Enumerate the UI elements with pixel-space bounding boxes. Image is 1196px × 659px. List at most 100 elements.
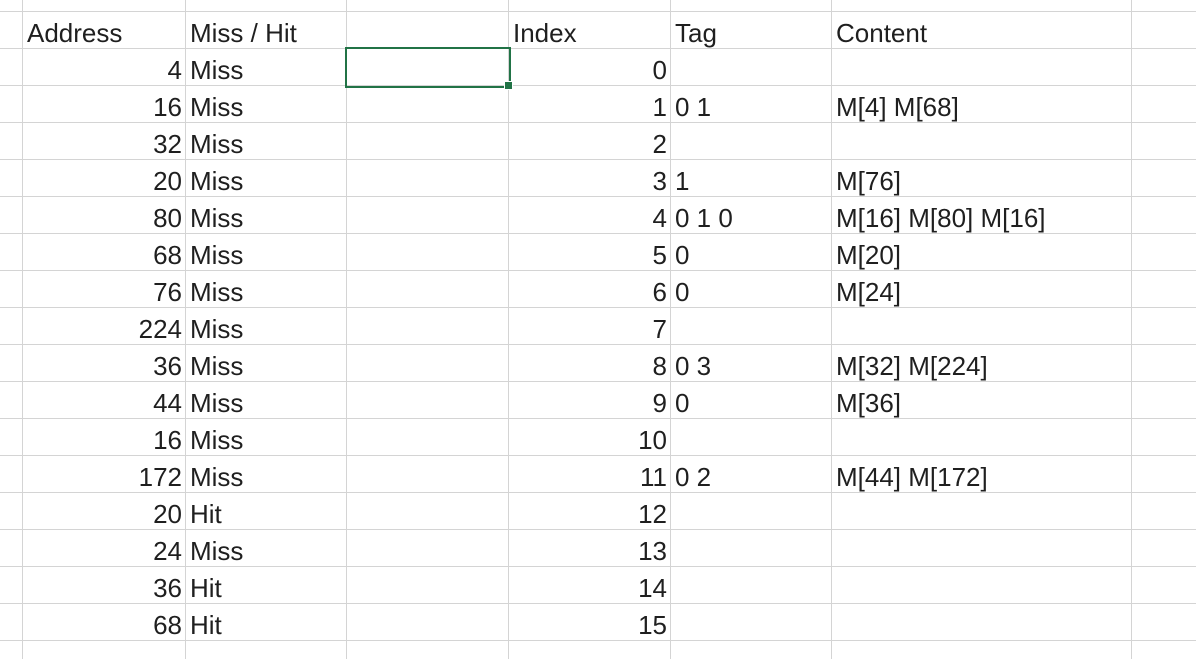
header-index[interactable]: Index [513, 18, 577, 48]
miss-hit-cell[interactable]: Miss [190, 536, 244, 566]
gridline-horizontal [0, 48, 1196, 49]
tag-cell[interactable]: 0 [675, 388, 690, 418]
miss-hit-cell[interactable]: Miss [190, 314, 244, 344]
address-cell[interactable]: 68 [153, 610, 182, 640]
miss-hit-cell[interactable]: Miss [190, 277, 244, 307]
miss-hit-cell[interactable]: Miss [190, 203, 244, 233]
address-cell[interactable]: 224 [138, 314, 182, 344]
index-cell[interactable]: 15 [638, 610, 667, 640]
tag-cell[interactable]: 1 [675, 166, 690, 196]
address-cell[interactable]: 20 [153, 499, 182, 529]
content-cell[interactable]: M[16] M[80] M[16] [836, 203, 1046, 233]
header-content[interactable]: Content [836, 18, 928, 48]
index-cell[interactable]: 14 [638, 573, 667, 603]
index-cell[interactable]: 5 [652, 240, 667, 270]
address-cell[interactable]: 68 [153, 240, 182, 270]
address-cell[interactable]: 20 [153, 166, 182, 196]
address-cell[interactable]: 44 [153, 388, 182, 418]
address-cell[interactable]: 16 [153, 425, 182, 455]
content-cell[interactable]: M[76] [836, 166, 902, 196]
header-address[interactable]: Address [27, 18, 123, 48]
gridline-horizontal [0, 11, 1196, 12]
address-cell[interactable]: 76 [153, 277, 182, 307]
index-cell[interactable]: 9 [652, 388, 667, 418]
selected-cell[interactable] [345, 47, 511, 88]
miss-hit-cell[interactable]: Miss [190, 388, 244, 418]
tag-cell[interactable] [671, 126, 831, 162]
address-cell[interactable]: 36 [153, 573, 182, 603]
index-cell[interactable]: 10 [638, 425, 667, 455]
index-cell[interactable]: 0 [652, 55, 667, 85]
miss-hit-cell[interactable]: Hit [190, 573, 222, 603]
index-cell[interactable]: 3 [652, 166, 667, 196]
tag-cell[interactable] [671, 570, 831, 606]
tag-cell[interactable]: 0 2 [675, 462, 712, 492]
miss-hit-cell[interactable]: Miss [190, 55, 244, 85]
gridline-horizontal [0, 307, 1196, 308]
index-cell[interactable]: 4 [652, 203, 667, 233]
content-cell[interactable] [832, 422, 1131, 458]
address-cell[interactable]: 24 [153, 536, 182, 566]
miss-hit-cell[interactable]: Miss [190, 425, 244, 455]
content-cell[interactable]: M[20] [836, 240, 902, 270]
gridline-vertical [22, 0, 23, 659]
content-cell[interactable]: M[24] [836, 277, 902, 307]
miss-hit-cell[interactable]: Miss [190, 240, 244, 270]
gridline-horizontal [0, 455, 1196, 456]
content-cell[interactable]: M[32] M[224] [836, 351, 988, 381]
address-cell[interactable]: 32 [153, 129, 182, 159]
address-cell[interactable]: 16 [153, 92, 182, 122]
gridline-horizontal [0, 270, 1196, 271]
miss-hit-cell[interactable]: Miss [190, 129, 244, 159]
miss-hit-cell[interactable]: Miss [190, 166, 244, 196]
content-cell[interactable]: M[36] [836, 388, 902, 418]
address-cell[interactable]: 80 [153, 203, 182, 233]
tag-cell[interactable]: 0 [675, 240, 690, 270]
tag-cell[interactable] [671, 496, 831, 532]
index-cell[interactable]: 8 [652, 351, 667, 381]
tag-cell[interactable]: 0 1 [675, 92, 712, 122]
tag-cell[interactable] [671, 533, 831, 569]
tag-cell[interactable] [671, 52, 831, 88]
content-cell[interactable] [832, 533, 1131, 569]
content-cell[interactable] [832, 52, 1131, 88]
gridline-horizontal [0, 381, 1196, 382]
miss-hit-cell[interactable]: Hit [190, 499, 222, 529]
address-cell[interactable]: 4 [167, 55, 182, 85]
tag-cell[interactable]: 0 3 [675, 351, 712, 381]
address-cell[interactable]: 36 [153, 351, 182, 381]
miss-hit-cell[interactable]: Miss [190, 92, 244, 122]
header-tag[interactable]: Tag [675, 18, 717, 48]
index-cell[interactable]: 6 [652, 277, 667, 307]
fill-handle[interactable] [504, 81, 513, 90]
index-cell[interactable]: 1 [652, 92, 667, 122]
miss-hit-cell[interactable]: Hit [190, 610, 222, 640]
content-cell[interactable] [832, 496, 1131, 532]
gridline-horizontal [0, 122, 1196, 123]
index-cell[interactable]: 12 [638, 499, 667, 529]
index-cell[interactable]: 11 [640, 462, 667, 492]
content-cell[interactable] [832, 607, 1131, 643]
tag-cell[interactable]: 0 [675, 277, 690, 307]
index-cell[interactable]: 13 [638, 536, 667, 566]
content-cell[interactable]: M[4] M[68] [836, 92, 959, 122]
tag-cell[interactable] [671, 607, 831, 643]
tag-cell[interactable]: 0 1 0 [675, 203, 733, 233]
gridline-horizontal [0, 640, 1196, 641]
content-cell[interactable] [832, 126, 1131, 162]
gridline-vertical [831, 0, 832, 659]
index-cell[interactable]: 2 [652, 129, 667, 159]
gridline-horizontal [0, 492, 1196, 493]
miss-hit-cell[interactable]: Miss [190, 351, 244, 381]
content-cell[interactable] [832, 311, 1131, 347]
tag-cell[interactable] [671, 311, 831, 347]
tag-cell[interactable] [671, 422, 831, 458]
gridline-horizontal [0, 529, 1196, 530]
address-cell[interactable]: 172 [138, 462, 182, 492]
header-miss-hit[interactable]: Miss / Hit [190, 18, 297, 48]
content-cell[interactable]: M[44] M[172] [836, 462, 988, 492]
index-cell[interactable]: 7 [652, 314, 667, 344]
content-cell[interactable] [832, 570, 1131, 606]
miss-hit-cell[interactable]: Miss [190, 462, 244, 492]
